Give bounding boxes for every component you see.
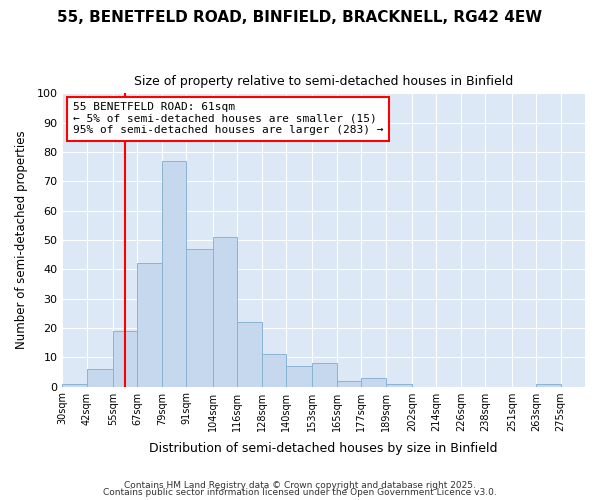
Bar: [113, 331, 137, 386]
Y-axis label: Number of semi-detached properties: Number of semi-detached properties: [15, 130, 28, 349]
Bar: [386, 384, 412, 386]
X-axis label: Distribution of semi-detached houses by size in Binfield: Distribution of semi-detached houses by …: [149, 442, 498, 455]
Text: 55 BENETFELD ROAD: 61sqm
← 5% of semi-detached houses are smaller (15)
95% of se: 55 BENETFELD ROAD: 61sqm ← 5% of semi-de…: [73, 102, 383, 136]
Bar: [186, 248, 213, 386]
Bar: [536, 384, 560, 386]
Bar: [313, 363, 337, 386]
Bar: [162, 161, 186, 386]
Bar: [337, 380, 361, 386]
Bar: [237, 322, 262, 386]
Bar: [62, 384, 86, 386]
Text: 55, BENETFELD ROAD, BINFIELD, BRACKNELL, RG42 4EW: 55, BENETFELD ROAD, BINFIELD, BRACKNELL,…: [58, 10, 542, 25]
Bar: [137, 264, 162, 386]
Bar: [262, 354, 286, 386]
Text: Contains public sector information licensed under the Open Government Licence v3: Contains public sector information licen…: [103, 488, 497, 497]
Bar: [213, 237, 237, 386]
Bar: [361, 378, 386, 386]
Title: Size of property relative to semi-detached houses in Binfield: Size of property relative to semi-detach…: [134, 75, 513, 88]
Bar: [86, 369, 113, 386]
Text: Contains HM Land Registry data © Crown copyright and database right 2025.: Contains HM Land Registry data © Crown c…: [124, 480, 476, 490]
Bar: [286, 366, 313, 386]
